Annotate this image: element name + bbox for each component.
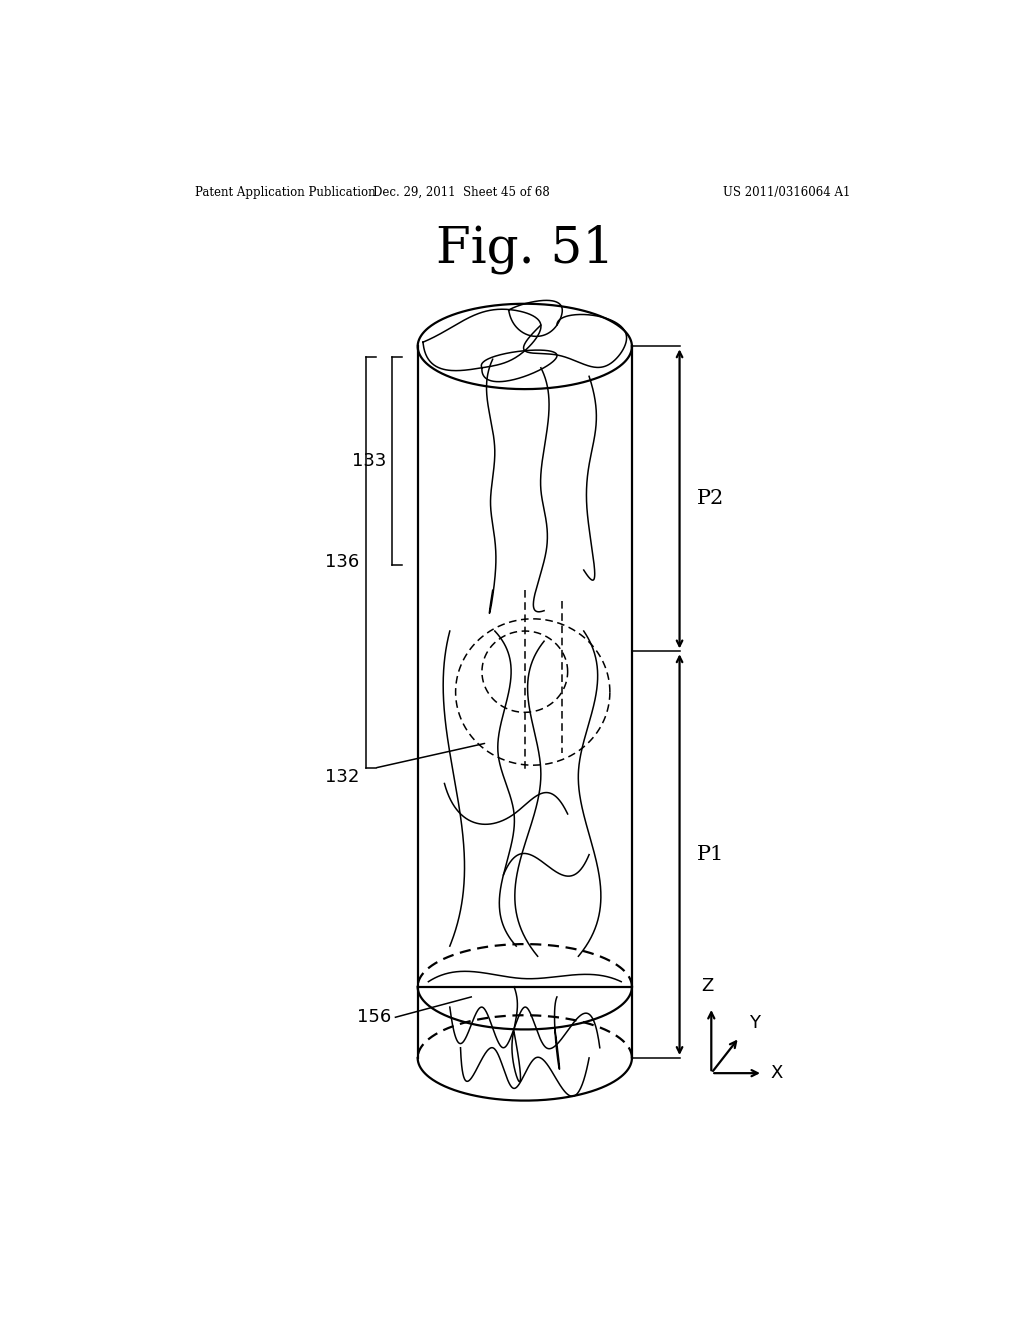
Text: Fig. 51: Fig. 51 <box>435 224 614 275</box>
Text: Patent Application Publication: Patent Application Publication <box>196 186 376 199</box>
Text: Y: Y <box>749 1014 760 1032</box>
Text: 133: 133 <box>351 451 386 470</box>
Text: P1: P1 <box>697 845 724 865</box>
Text: P2: P2 <box>697 490 724 508</box>
Text: US 2011/0316064 A1: US 2011/0316064 A1 <box>723 186 850 199</box>
Text: Dec. 29, 2011  Sheet 45 of 68: Dec. 29, 2011 Sheet 45 of 68 <box>373 186 550 199</box>
Text: Z: Z <box>701 977 714 995</box>
Text: 156: 156 <box>357 1008 391 1026</box>
Text: X: X <box>771 1064 783 1082</box>
Text: 132: 132 <box>326 768 359 787</box>
Text: 136: 136 <box>326 553 359 572</box>
